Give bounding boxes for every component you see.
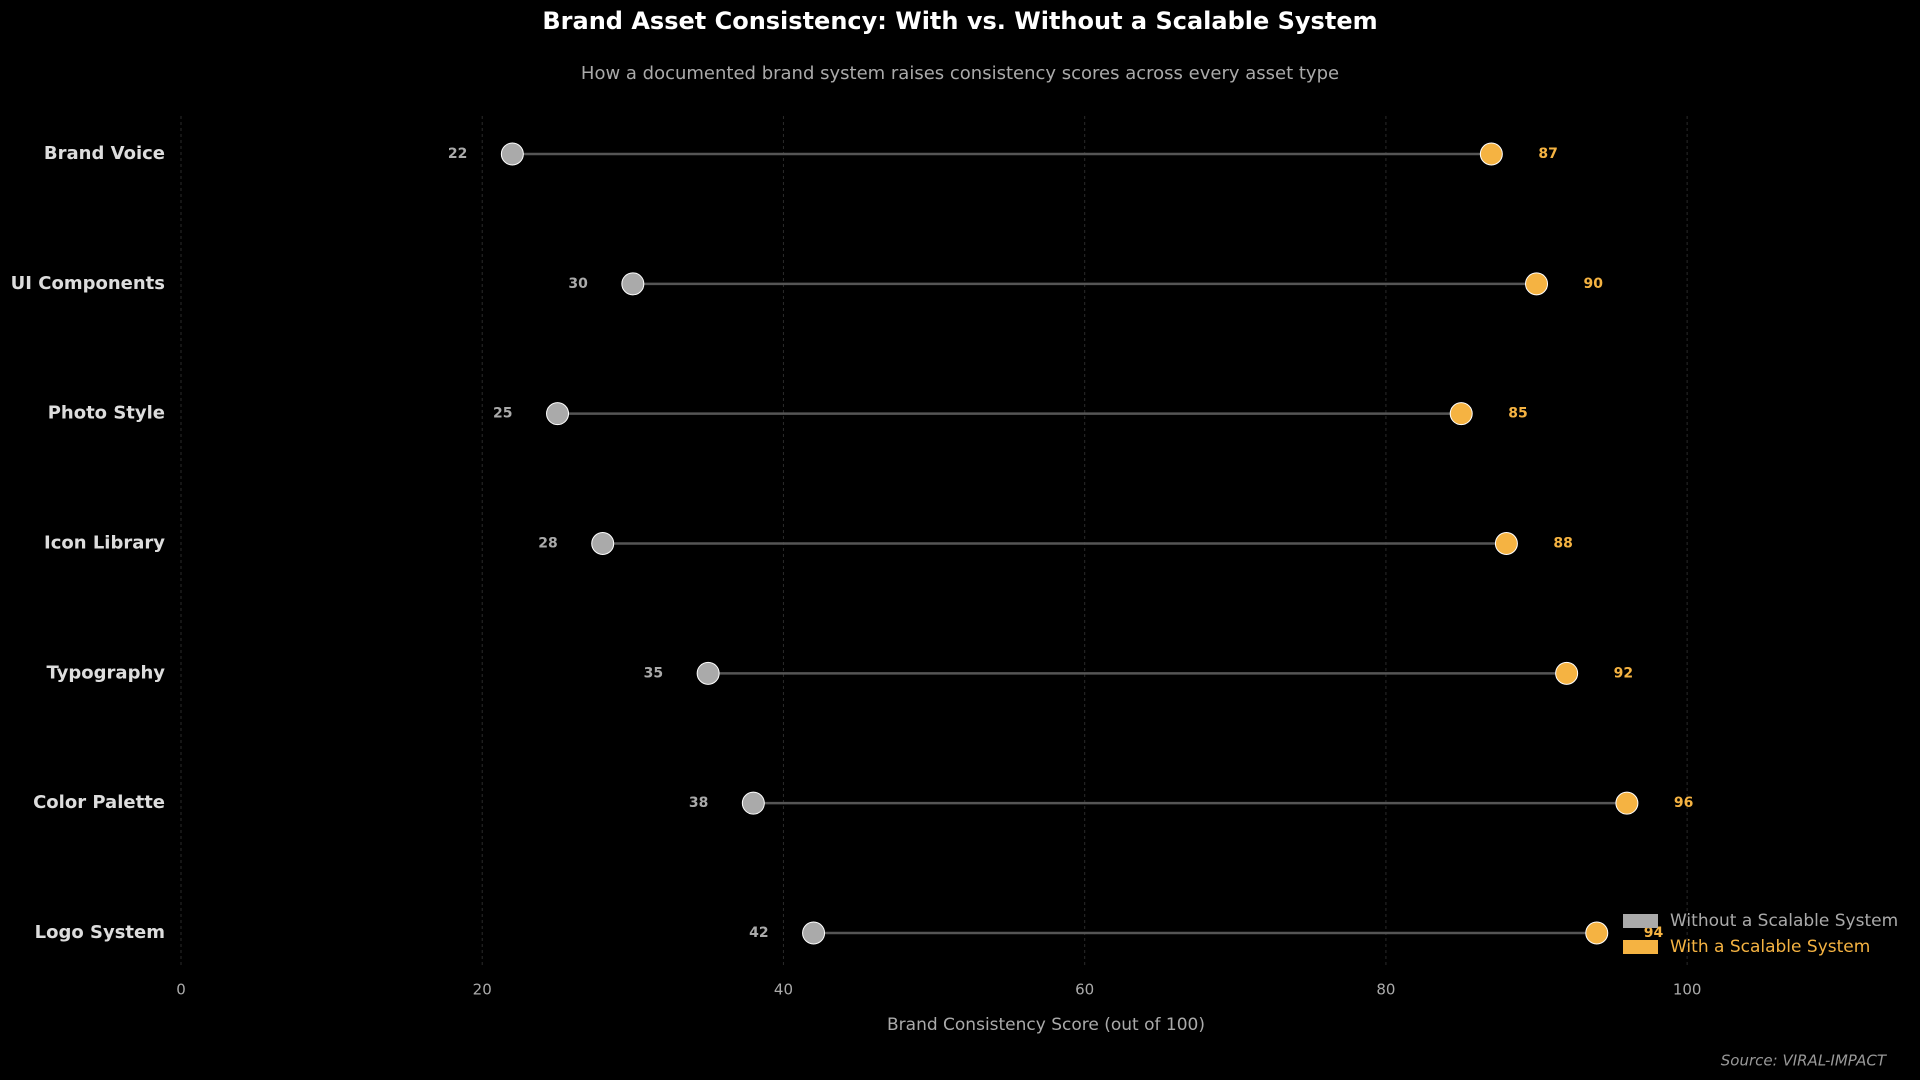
- dot: [802, 921, 826, 945]
- dot: [1479, 142, 1503, 166]
- y-tick-label: Icon Library: [44, 533, 165, 554]
- dot: [1525, 272, 1549, 296]
- value-label: 28: [538, 536, 557, 552]
- dot: [1449, 402, 1473, 426]
- dot: [741, 791, 765, 815]
- value-label: 42: [749, 925, 768, 941]
- value-label: 38: [689, 795, 708, 811]
- value-label: 87: [1538, 146, 1557, 162]
- value-label: 92: [1614, 665, 1633, 681]
- y-tick-label: Logo System: [35, 922, 165, 943]
- x-axis-label: Brand Consistency Score (out of 100): [887, 1015, 1205, 1035]
- value-label: 88: [1553, 536, 1572, 552]
- source: Source: VIRAL-IMPACT: [1721, 1052, 1888, 1070]
- dot: [591, 532, 615, 555]
- legend-label: With a Scalable System: [1670, 937, 1870, 957]
- legend-label: Without a Scalable System: [1670, 911, 1898, 931]
- dot: [1615, 791, 1639, 815]
- value-label: 85: [1508, 406, 1527, 422]
- dot: [1555, 661, 1579, 685]
- dot: [621, 272, 645, 296]
- x-tick-label: 20: [473, 981, 492, 999]
- y-tick-label: UI Components: [11, 273, 165, 294]
- dot: [546, 402, 570, 426]
- y-tick-label: Typography: [47, 662, 166, 683]
- y-tick-label: Color Palette: [33, 792, 165, 813]
- dot: [500, 142, 524, 166]
- chart-subtitle: How a documented brand system raises con…: [581, 63, 1339, 84]
- value-label: 30: [568, 276, 588, 292]
- value-label: 22: [448, 146, 467, 162]
- legend-swatch: [1623, 940, 1658, 954]
- x-tick-label: 40: [774, 981, 793, 999]
- dot: [1585, 921, 1609, 945]
- value-label: 35: [644, 665, 663, 681]
- y-tick-label: Brand Voice: [44, 143, 165, 164]
- value-label: 94: [1644, 925, 1664, 941]
- y-tick-label: Photo Style: [48, 403, 165, 424]
- dot: [1494, 532, 1518, 555]
- chart-title: Brand Asset Consistency: With vs. Withou…: [542, 7, 1377, 35]
- x-tick-label: 60: [1075, 981, 1094, 999]
- x-tick-label: 80: [1376, 981, 1395, 999]
- dot: [696, 661, 720, 685]
- x-tick-label: 0: [176, 981, 186, 999]
- value-label: 90: [1584, 276, 1604, 292]
- value-label: 25: [493, 406, 512, 422]
- value-label: 96: [1674, 795, 1693, 811]
- legend-swatch: [1623, 914, 1658, 928]
- x-tick-label: 100: [1673, 981, 1702, 999]
